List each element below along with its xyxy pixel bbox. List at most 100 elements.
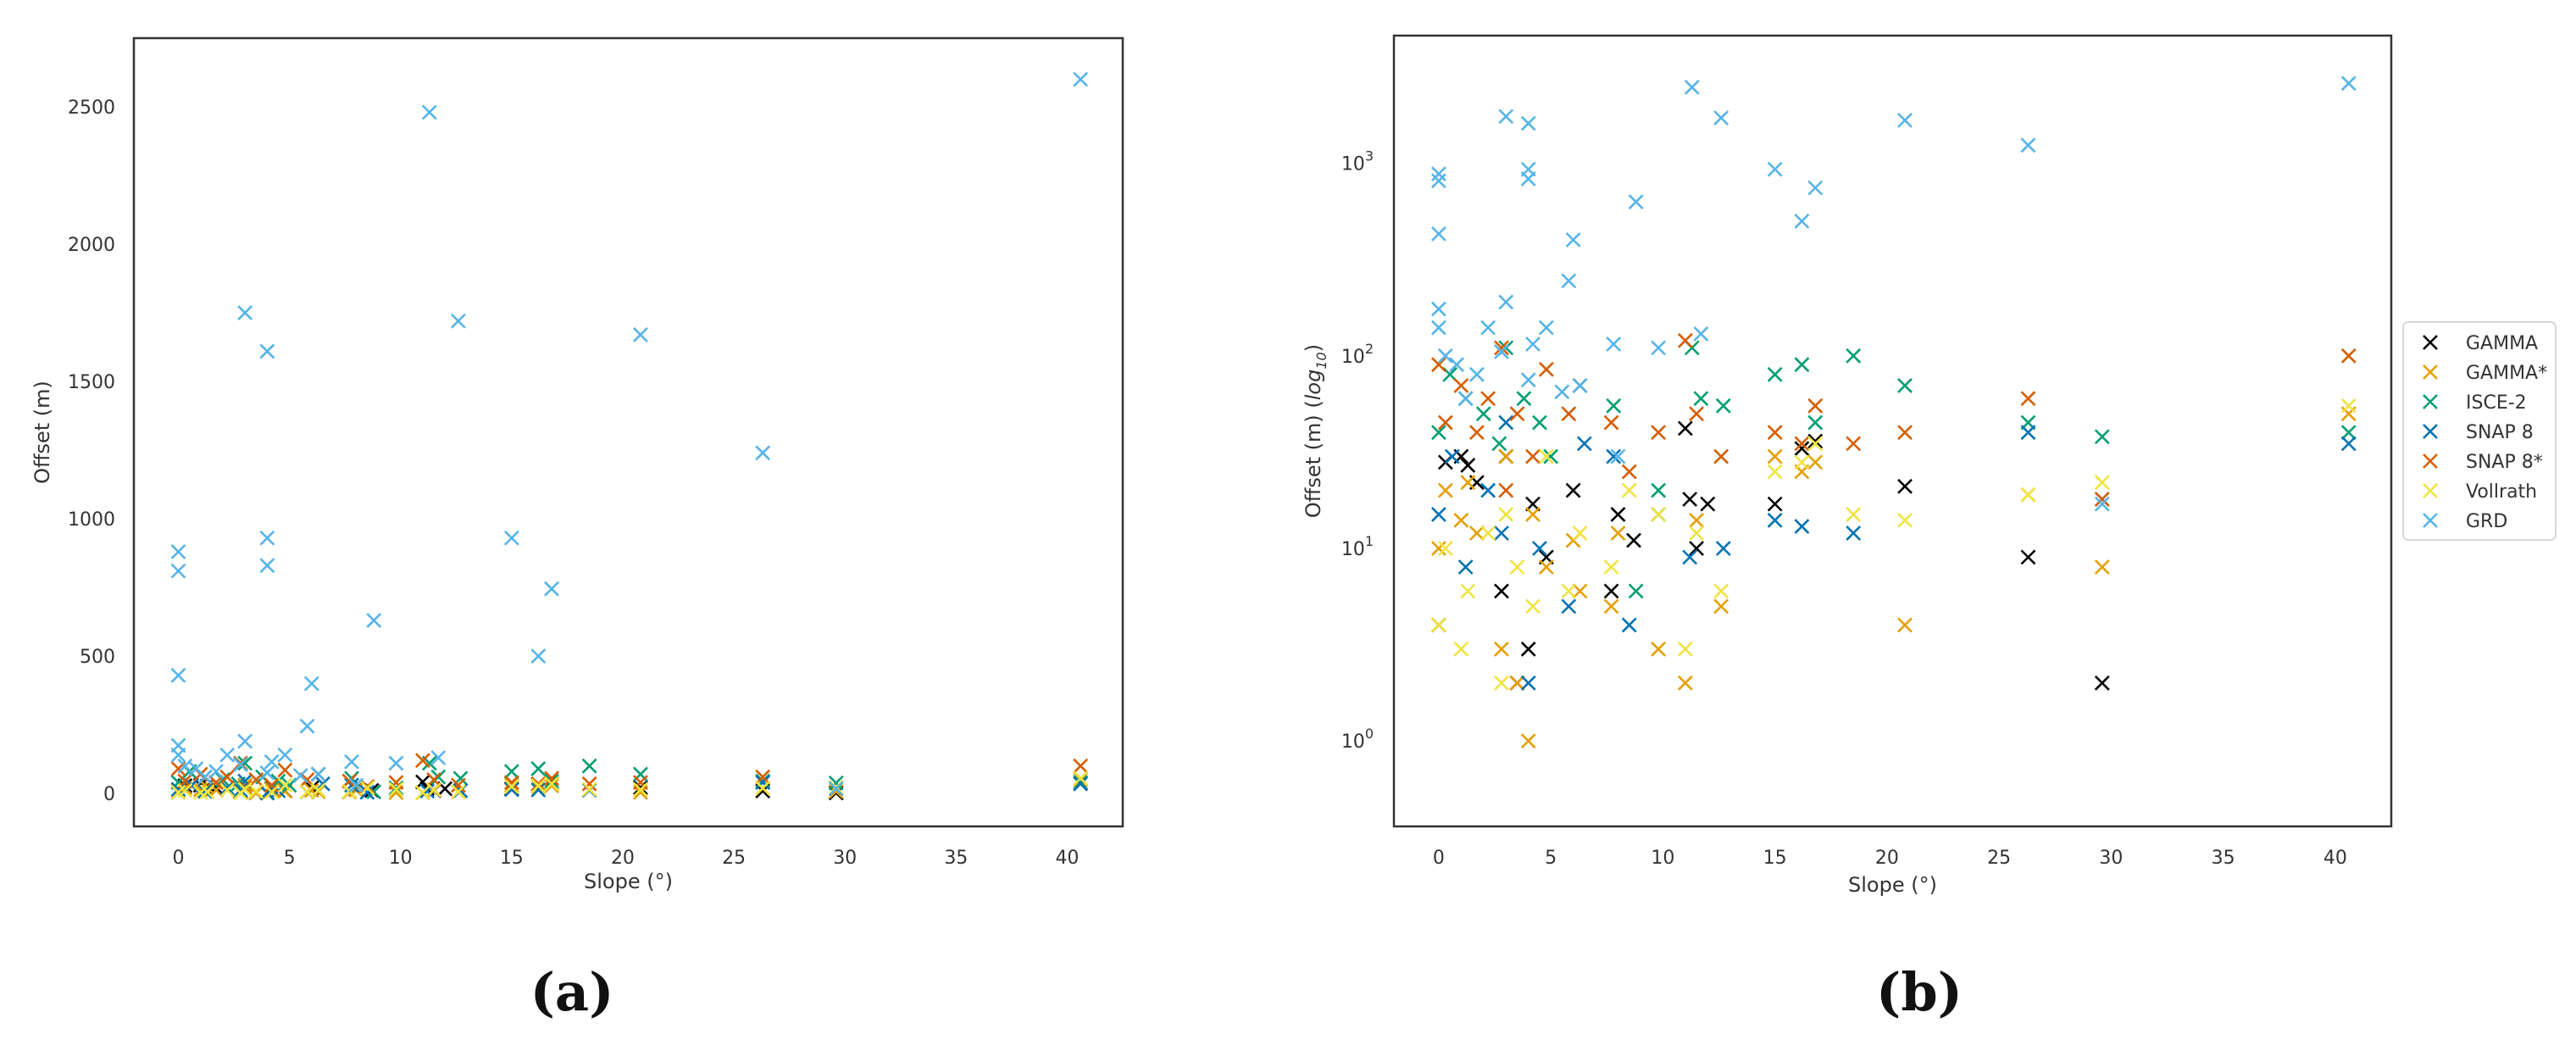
x-tick-label: 25 xyxy=(722,848,746,869)
data-point xyxy=(1457,391,1474,407)
data-point xyxy=(232,757,248,773)
data-point xyxy=(199,784,215,800)
data-point xyxy=(1794,454,1810,470)
data-point xyxy=(1494,526,1509,541)
data-point xyxy=(1610,526,1626,541)
data-point xyxy=(1689,541,1704,556)
series-4 xyxy=(1430,332,2357,507)
data-point xyxy=(1767,448,1783,464)
data-point xyxy=(1846,348,1862,364)
series-6 xyxy=(170,71,1089,797)
data-point xyxy=(1561,406,1577,422)
series-5 xyxy=(170,770,1089,801)
legend-marker xyxy=(2423,483,2438,498)
legend-entry-label: SNAP 8 xyxy=(2466,422,2534,443)
data-point xyxy=(299,718,315,734)
data-point xyxy=(1480,526,1496,541)
data-point xyxy=(314,776,330,792)
data-point xyxy=(430,750,447,765)
data-point xyxy=(1628,194,1644,210)
data-point xyxy=(1715,541,1731,556)
legend-box xyxy=(2402,321,2557,541)
data-point xyxy=(1572,526,1588,541)
data-point xyxy=(2340,436,2357,452)
data-point xyxy=(1498,448,1514,464)
data-point xyxy=(1767,464,1783,480)
data-point xyxy=(1807,433,1824,449)
legend-entry-label: ISCE-2 xyxy=(2466,392,2527,414)
data-point xyxy=(1538,361,1554,377)
data-point xyxy=(1498,414,1514,431)
x-tick-label: 30 xyxy=(833,848,857,869)
data-point xyxy=(1713,110,1729,125)
data-point xyxy=(1430,617,1446,633)
data-point xyxy=(1576,436,1592,452)
data-point xyxy=(1520,115,1536,131)
y-tick-base: 10 xyxy=(1341,347,1365,368)
data-point xyxy=(503,775,519,791)
data-point xyxy=(310,766,326,782)
data-point xyxy=(232,782,248,798)
data-point xyxy=(1509,406,1525,422)
x-tick-label: 15 xyxy=(500,848,524,869)
data-point xyxy=(1498,482,1514,498)
data-point xyxy=(1494,675,1509,691)
data-point xyxy=(1494,340,1509,356)
data-point xyxy=(170,747,186,763)
data-point xyxy=(1480,391,1496,407)
data-point xyxy=(1561,273,1577,289)
data-point xyxy=(2020,137,2036,153)
data-point xyxy=(259,558,275,574)
data-point xyxy=(1651,507,1667,522)
data-point xyxy=(1565,232,1581,247)
data-point xyxy=(1897,617,1913,633)
data-point xyxy=(208,764,224,780)
plot-area xyxy=(1392,34,2393,828)
data-point xyxy=(426,782,441,798)
y-tick-label: 103 xyxy=(1341,148,1374,175)
data-point xyxy=(388,775,404,791)
data-point xyxy=(1713,448,1729,464)
data-point xyxy=(277,762,293,778)
data-point xyxy=(1073,758,1089,774)
data-point xyxy=(2094,429,2110,445)
data-point xyxy=(219,780,236,796)
data-point xyxy=(503,779,519,794)
data-point xyxy=(1561,598,1577,615)
data-point xyxy=(1603,414,1619,431)
data-point xyxy=(1682,549,1698,565)
data-point xyxy=(264,777,280,793)
data-point xyxy=(1516,391,1532,407)
data-point xyxy=(1897,478,1913,494)
data-point xyxy=(1651,641,1667,657)
data-point xyxy=(292,768,308,783)
data-point xyxy=(1846,526,1862,541)
data-point xyxy=(1525,336,1541,352)
series-6 xyxy=(1430,75,2357,512)
legend-marker xyxy=(2423,364,2438,380)
data-point xyxy=(1794,519,1810,535)
data-point xyxy=(1807,454,1824,470)
data-point xyxy=(259,530,275,546)
data-point xyxy=(359,784,375,800)
data-point xyxy=(1453,641,1469,657)
data-point xyxy=(1897,113,1913,128)
data-point xyxy=(388,781,404,798)
data-point xyxy=(197,783,213,799)
data-point xyxy=(344,754,359,770)
data-point xyxy=(2094,559,2110,575)
data-point xyxy=(544,778,559,793)
data-point xyxy=(1677,641,1693,657)
data-point xyxy=(421,104,437,120)
data-point xyxy=(2020,549,2036,565)
data-point xyxy=(310,782,326,798)
x-tick-label: 30 xyxy=(2099,848,2123,869)
data-point xyxy=(1651,425,1667,441)
data-point xyxy=(264,784,280,800)
data-point xyxy=(1626,532,1641,548)
data-point xyxy=(430,769,447,785)
data-point xyxy=(310,784,326,800)
data-point xyxy=(503,530,519,546)
x-tick-label: 10 xyxy=(1651,848,1674,869)
